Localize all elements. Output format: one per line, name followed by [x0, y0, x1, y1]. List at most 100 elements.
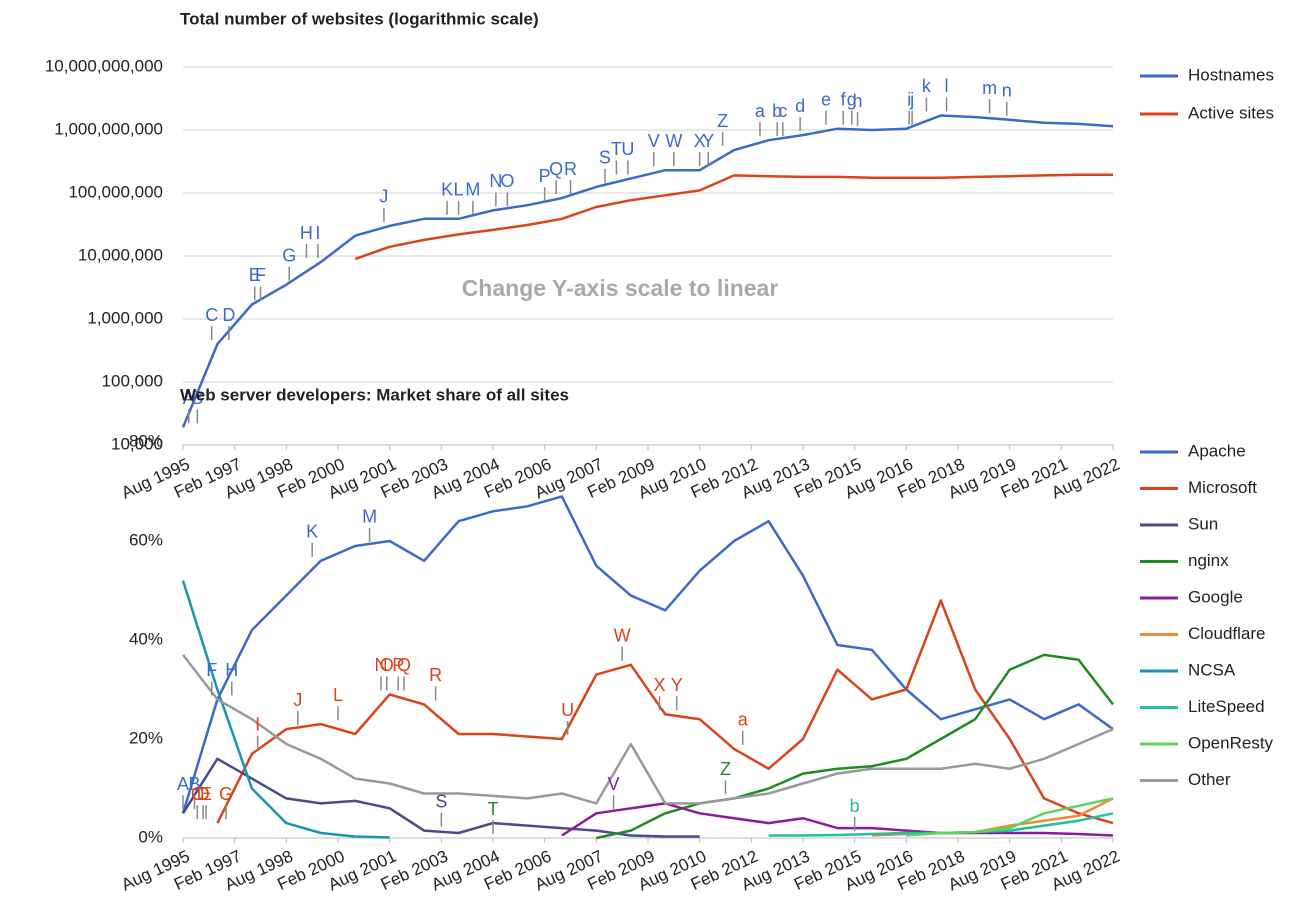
series-line [354, 173, 1113, 261]
scale-toggle[interactable]: Change Y-axis scale to linear [462, 275, 779, 301]
annotation: a [755, 101, 766, 121]
annotation: L [333, 685, 343, 705]
annotation: W [614, 626, 631, 646]
annotation: X [694, 131, 706, 151]
annotation: H [300, 223, 313, 243]
annotation: k [922, 76, 932, 96]
series-line [182, 654, 1114, 805]
series-line [181, 580, 390, 839]
legend-label: Google [1188, 587, 1243, 606]
annotation: P [392, 655, 404, 675]
annotation: g [847, 89, 857, 109]
annotation: N [489, 171, 502, 191]
y-tick-label: 40% [129, 629, 163, 648]
y-tick-label: 100,000 [102, 371, 163, 390]
annotation: O [500, 171, 514, 191]
legend-label: Apache [1188, 441, 1246, 460]
annotation: V [608, 774, 620, 794]
annotation: Y [671, 675, 683, 695]
series-line [906, 797, 1114, 837]
annotation: J [293, 690, 302, 710]
annotation: E [249, 265, 261, 285]
annotation: Q [549, 159, 563, 179]
series-line [216, 599, 1114, 825]
annotation: T [488, 799, 499, 819]
annotation: G [219, 784, 233, 804]
annotation: Y [702, 131, 714, 151]
annotation: H [225, 660, 238, 680]
annotation: C [191, 784, 204, 804]
legend-label: OpenResty [1188, 733, 1274, 752]
annotation: B [191, 388, 203, 408]
annotation: I [255, 715, 260, 735]
y-tick-label: 10,000 [111, 434, 163, 453]
annotation: b [772, 101, 782, 121]
annotation: A [183, 388, 195, 408]
annotation: c [778, 101, 787, 121]
annotation: M [362, 507, 377, 527]
annotation: J [379, 187, 388, 207]
annotation: a [738, 710, 749, 730]
y-tick-label: 10,000,000,000 [45, 56, 163, 75]
annotation: E [200, 784, 212, 804]
annotation: Z [717, 111, 728, 131]
annotation: I [315, 223, 320, 243]
annotation: n [1002, 81, 1012, 101]
annotation: L [454, 180, 464, 200]
legend-label: Cloudflare [1188, 624, 1266, 643]
annotation: F [206, 660, 217, 680]
annotation: U [561, 700, 574, 720]
legend-label: LiteSpeed [1188, 697, 1265, 716]
legend-label: Active sites [1188, 103, 1274, 122]
y-tick-label: 1,000,000 [87, 308, 163, 327]
annotation: G [282, 245, 296, 265]
y-tick-label: 1,000,000,000 [54, 119, 163, 138]
annotation: D [222, 305, 235, 325]
annotation: h [853, 91, 863, 111]
series-line [181, 495, 1114, 814]
annotation: d [795, 96, 805, 116]
series-line [181, 114, 1114, 428]
annotation: M [465, 180, 480, 200]
annotation: f [841, 89, 847, 109]
legend-label: Other [1188, 770, 1231, 789]
y-tick-label: 0% [138, 827, 163, 846]
annotation: O [380, 655, 394, 675]
y-tick-label: 20% [129, 728, 163, 747]
series-line [561, 802, 1114, 837]
y-tick-label: 100,000,000 [68, 182, 163, 201]
annotation: e [821, 89, 831, 109]
annotation: V [648, 131, 660, 151]
annotation: F [255, 265, 266, 285]
annotation: T [611, 139, 622, 159]
annotation: W [665, 131, 682, 151]
y-tick-label: 10,000,000 [78, 245, 163, 264]
annotation: S [599, 148, 611, 168]
legend-label: nginx [1188, 551, 1229, 570]
annotation: A [177, 774, 189, 794]
annotation: R [564, 159, 577, 179]
annotation: R [429, 665, 442, 685]
annotation: K [441, 180, 453, 200]
annotation: S [435, 791, 447, 811]
annotation: Z [720, 759, 731, 779]
y-tick-label: 80% [129, 431, 163, 450]
annotation: C [205, 305, 218, 325]
annotation: m [982, 78, 997, 98]
legend-label: Sun [1188, 514, 1218, 533]
annotation: U [621, 139, 634, 159]
legend-label: Microsoft [1188, 478, 1257, 497]
legend-label: Hostnames [1188, 65, 1274, 84]
annotation: Q [397, 655, 411, 675]
chart-title: Web server developers: Market share of a… [180, 385, 569, 404]
annotation: i [907, 89, 911, 109]
annotation: N [375, 655, 388, 675]
annotation: l [945, 76, 949, 96]
annotation: X [653, 675, 665, 695]
annotation: j [909, 89, 914, 109]
annotation: b [850, 796, 860, 816]
annotation: P [539, 166, 551, 186]
annotation: D [197, 784, 210, 804]
legend-label: NCSA [1188, 660, 1236, 679]
